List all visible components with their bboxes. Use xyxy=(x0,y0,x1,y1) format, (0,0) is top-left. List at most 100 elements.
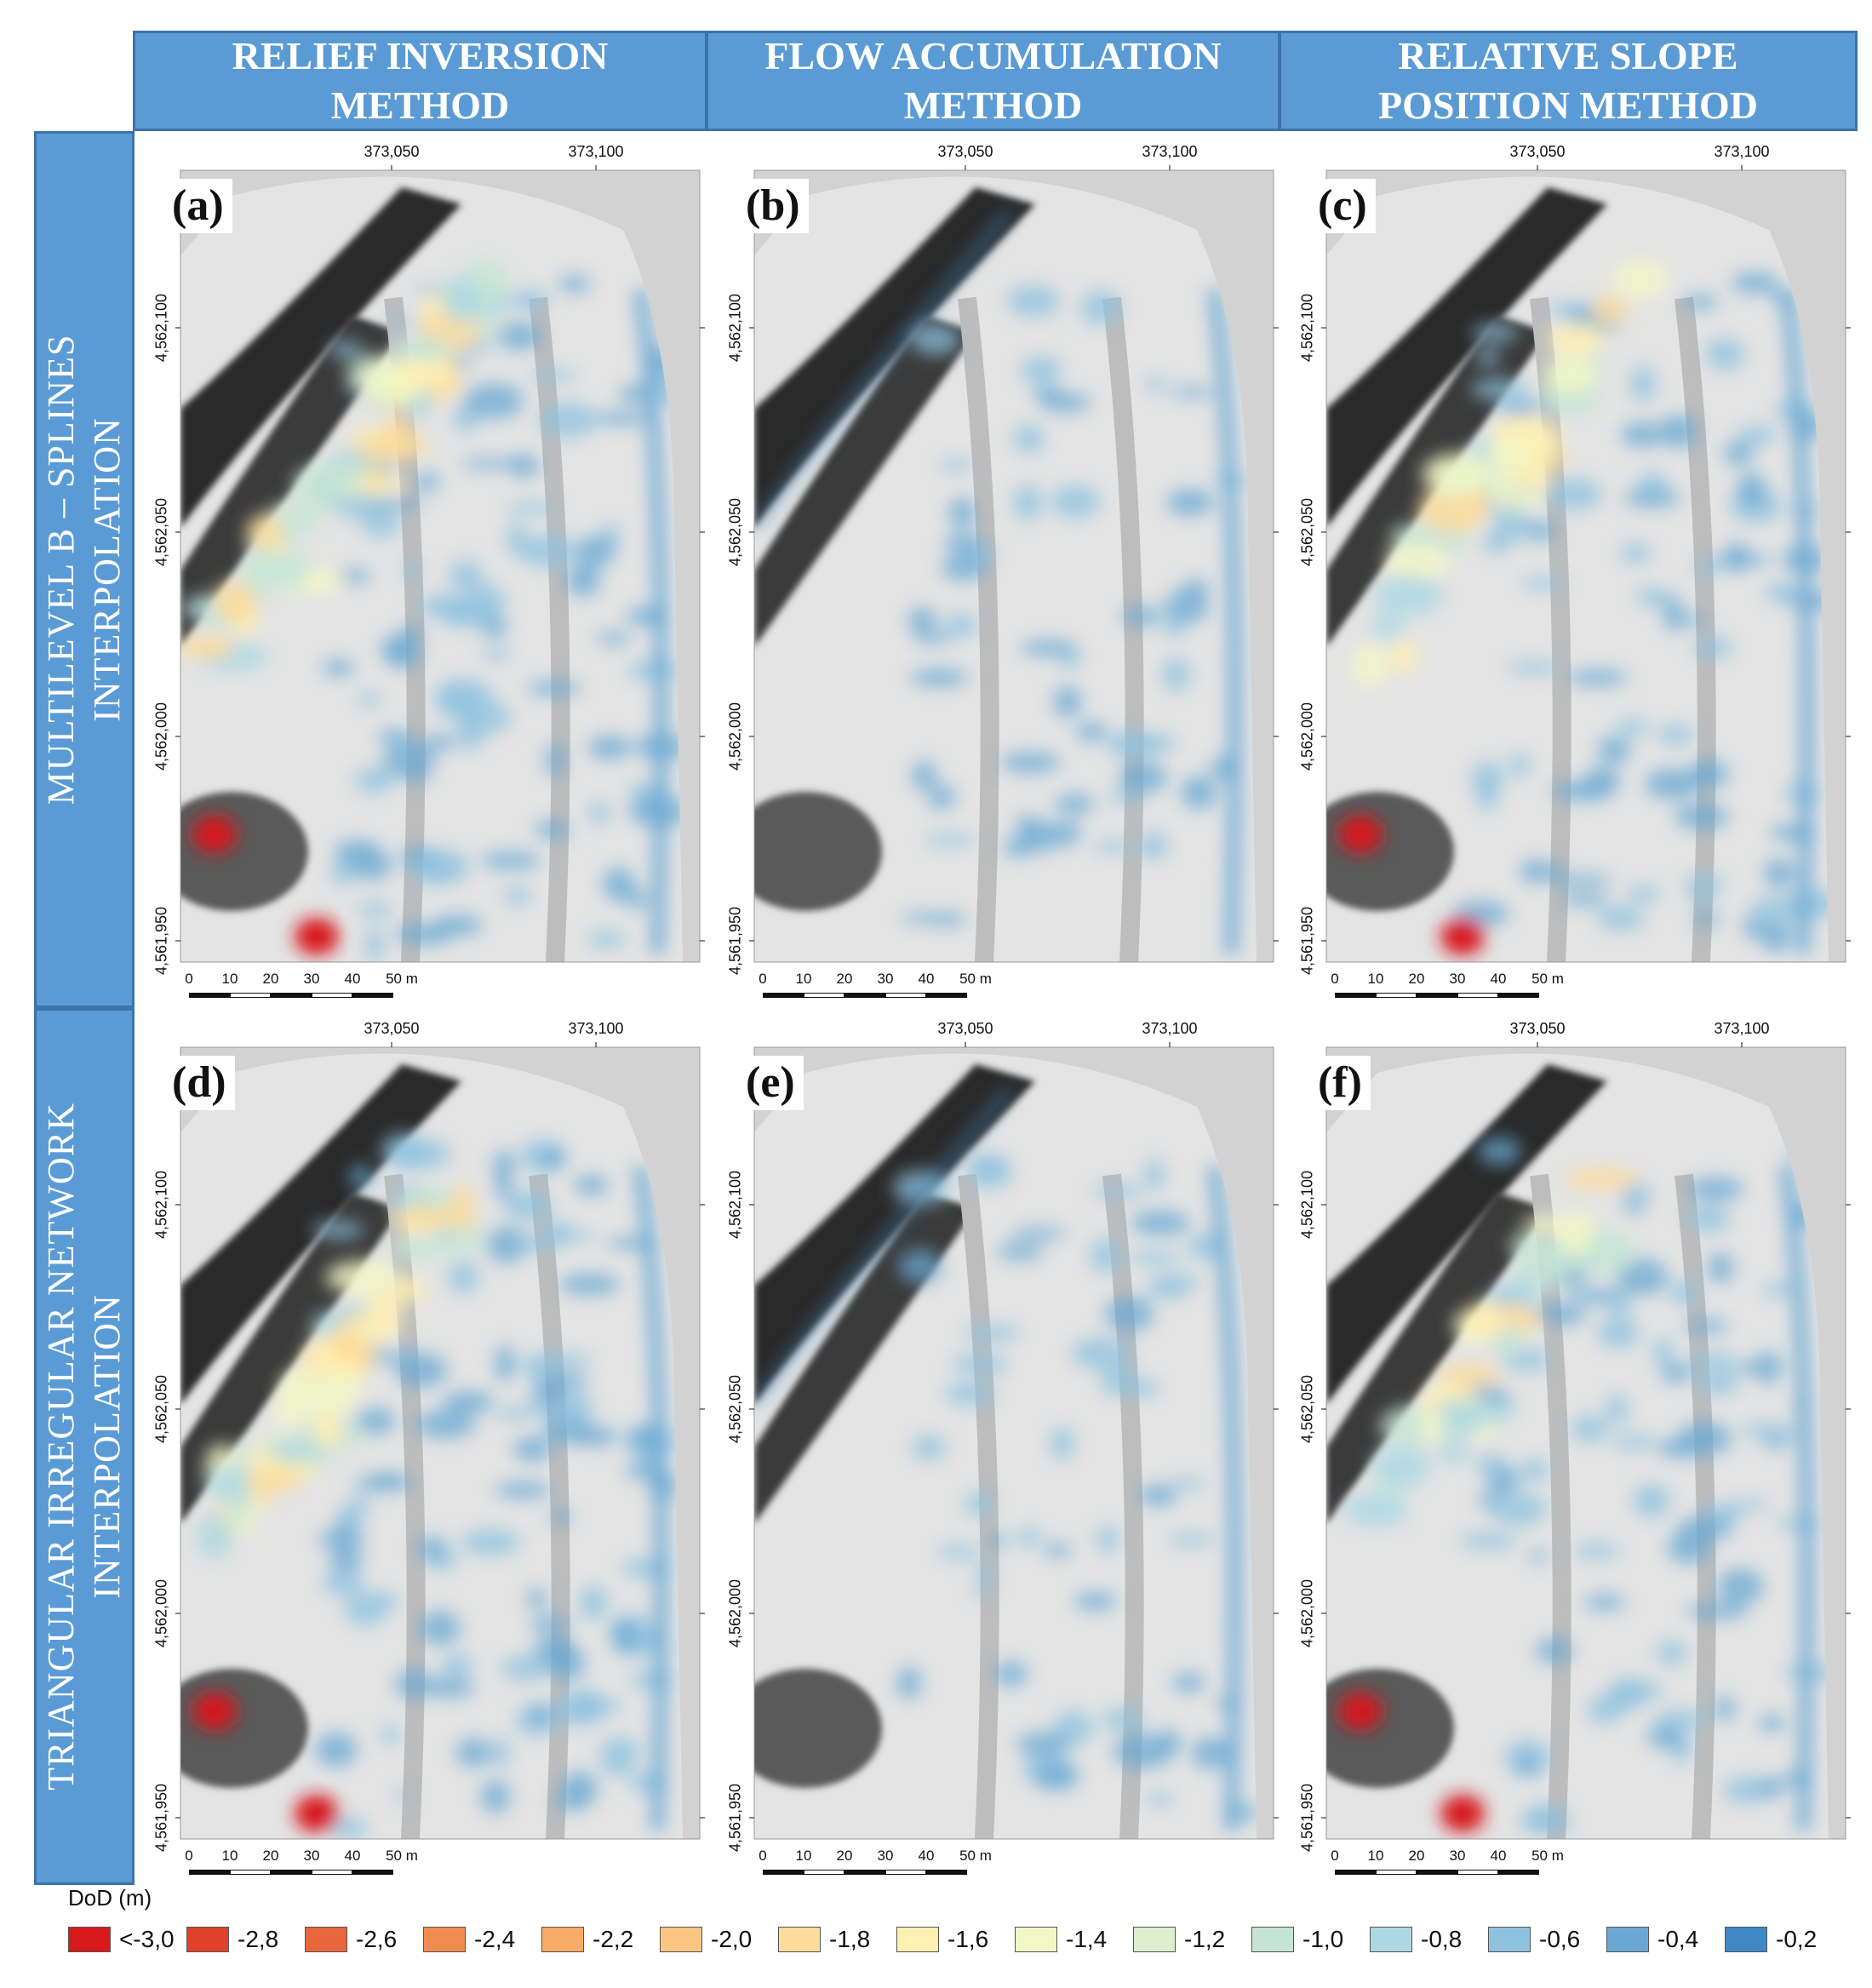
easting-tick-label: 373,100 xyxy=(1714,143,1770,160)
dod-overlay xyxy=(192,1132,678,1839)
ridge-shadow xyxy=(754,187,1035,528)
legend-swatch xyxy=(1015,1927,1057,1952)
legend-item: -0,8 xyxy=(1370,1926,1462,1953)
legend-item: -2,0 xyxy=(660,1926,752,1953)
northing-tick-label: 4,561,950 xyxy=(152,1783,170,1853)
scalebar-label: 40 xyxy=(344,1848,361,1864)
panel-b: (b) 373,050 373,100 4,562,100 4,562,050 4,562… xyxy=(712,136,1282,998)
legend-swatch xyxy=(1725,1927,1767,1952)
legend-swatch xyxy=(896,1927,939,1952)
panel-label: (f) xyxy=(1309,1056,1371,1110)
scalebar-end-label: 50 m xyxy=(386,1848,418,1864)
dod-overlay xyxy=(754,209,1251,954)
legend-swatch xyxy=(305,1927,347,1952)
scalebar-label: 30 xyxy=(303,1848,320,1864)
ridge-shadow xyxy=(754,315,976,647)
easting-tick-label: 373,050 xyxy=(937,143,993,160)
scalebar-segment xyxy=(352,993,393,998)
easting-tick-label: 373,050 xyxy=(364,143,420,160)
northing-tick-label: 4,562,000 xyxy=(1298,1578,1316,1648)
legend-swatch xyxy=(1133,1927,1176,1952)
legend-item: -1,8 xyxy=(778,1926,870,1953)
legend-swatch xyxy=(1370,1927,1412,1952)
scalebar-label: 20 xyxy=(1408,1848,1425,1864)
dod-overlay xyxy=(754,1086,1257,1831)
scalebar-end-label: 50 m xyxy=(1531,971,1564,987)
ridge-shadow xyxy=(1326,1064,1607,1405)
scalebar-segment xyxy=(926,993,967,998)
legend-item: -2,8 xyxy=(186,1926,278,1953)
legend-swatch xyxy=(423,1927,466,1952)
legend-item: -1,2 xyxy=(1133,1926,1225,1953)
scalebar-segment xyxy=(1457,993,1498,998)
easting-tick-label: 373,100 xyxy=(1714,1020,1770,1037)
legend-label: -2,6 xyxy=(356,1926,398,1952)
scalebar-segment xyxy=(1335,993,1376,998)
scalebar-end-label: 50 m xyxy=(1531,1848,1564,1864)
legend-swatch xyxy=(68,1927,111,1952)
scalebar-segment xyxy=(763,1870,804,1875)
northing-tick-label: 4,562,000 xyxy=(726,1578,744,1648)
ridge-shadow xyxy=(180,315,402,647)
legend-swatch xyxy=(1606,1927,1649,1952)
northing-tick-label: 4,562,050 xyxy=(726,1374,744,1444)
panel-a: (a) 373,050 373,100 4,562,100 4,562,050 4,562… xyxy=(138,136,708,998)
column-header-relief-inversion: RELIEF INVERSION METHOD xyxy=(133,31,707,131)
northing-tick-label: 4,562,000 xyxy=(152,702,170,771)
legend-item: -2,2 xyxy=(541,1926,633,1953)
scalebar-segment xyxy=(230,1870,271,1875)
legend-label: -0,8 xyxy=(1421,1926,1463,1952)
row-header-tin: TRIANGULAR IRREGULAR NETWORK INTERPOLATI… xyxy=(34,1008,135,1885)
legend-label: -2,8 xyxy=(238,1926,279,1952)
scalebar-segment xyxy=(844,993,885,998)
legend-label: -1,2 xyxy=(1184,1926,1226,1952)
column-header-line1: RELIEF INVERSION xyxy=(232,34,609,77)
northing-tick-label: 4,562,000 xyxy=(152,1578,170,1648)
scalebar-segment xyxy=(352,1870,393,1875)
column-header-line2: POSITION METHOD xyxy=(1377,83,1758,127)
scalebar-label: 10 xyxy=(221,1848,238,1864)
scalebar-segment xyxy=(1376,993,1417,998)
gully-line xyxy=(384,1173,426,1839)
legend-label: -2,4 xyxy=(474,1926,516,1952)
scalebar-end-label: 50 m xyxy=(386,971,418,987)
easting-tick-label: 373,050 xyxy=(1509,1020,1566,1037)
scalebar-label: 0 xyxy=(759,1848,767,1864)
scalebar-label: 30 xyxy=(1449,1848,1466,1864)
legend-swatch xyxy=(541,1927,584,1952)
map-svg xyxy=(175,1042,705,1840)
scalebar-label: 0 xyxy=(1331,971,1339,987)
ridge-shadow xyxy=(1326,187,1607,528)
scalebar-label: 40 xyxy=(344,971,361,987)
northing-tick-label: 4,562,100 xyxy=(152,293,170,363)
legend-item: -1,4 xyxy=(1015,1926,1107,1953)
legend-label: -2,0 xyxy=(711,1926,753,1952)
legend-label: <-3,0 xyxy=(119,1926,175,1952)
easting-tick-label: 373,050 xyxy=(364,1020,420,1037)
scalebar-segment xyxy=(885,993,926,998)
scalebar-segment xyxy=(312,1870,352,1875)
scalebar-label: 20 xyxy=(836,971,853,987)
gully-line xyxy=(529,1173,570,1839)
scalebar-segment xyxy=(1498,993,1539,998)
legend-label: -0,6 xyxy=(1539,1926,1581,1952)
legend-item: -0,6 xyxy=(1488,1926,1580,1953)
scalebar-label: 40 xyxy=(918,1848,935,1864)
easting-tick-label: 373,050 xyxy=(1509,143,1566,160)
scalebar-label: 40 xyxy=(1490,1848,1507,1864)
panel-e: (e) 373,050 373,100 4,562,100 4,562,050 4,562… xyxy=(712,1013,1282,1875)
dod-overlay xyxy=(1338,261,1829,955)
easting-tick-label: 373,100 xyxy=(568,143,624,160)
northing-tick-label: 4,561,950 xyxy=(726,906,744,976)
column-header-relative-slope: RELATIVE SLOPE POSITION METHOD xyxy=(1279,31,1858,131)
scalebar-label: 10 xyxy=(1367,1848,1384,1864)
legend-item: -2,6 xyxy=(305,1926,397,1953)
legend-label: -2,2 xyxy=(593,1926,634,1952)
scalebar-label: 40 xyxy=(1490,971,1507,987)
scalebar-segment xyxy=(230,993,271,998)
legend-item: <-3,0 xyxy=(68,1926,175,1953)
scalebar-segment xyxy=(1335,1870,1376,1875)
northing-tick-label: 4,562,050 xyxy=(1298,1374,1316,1444)
legend-swatch xyxy=(660,1927,702,1952)
scalebar-segment xyxy=(1457,1870,1498,1875)
